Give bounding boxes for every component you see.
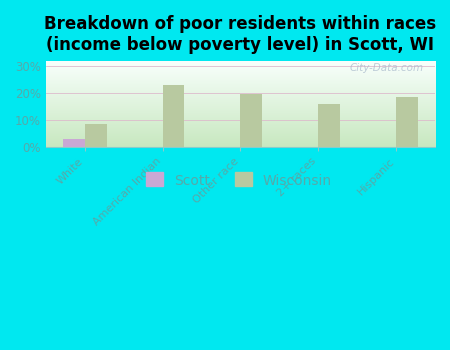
- Bar: [63, 139, 85, 147]
- Bar: [318, 104, 340, 147]
- Bar: [396, 97, 418, 147]
- Title: Breakdown of poor residents within races
(income below poverty level) in Scott, : Breakdown of poor residents within races…: [45, 15, 436, 54]
- Text: City-Data.com: City-Data.com: [349, 63, 423, 74]
- Bar: [240, 94, 262, 147]
- Bar: [85, 124, 107, 147]
- Bar: [162, 85, 184, 147]
- Legend: Scott, Wisconsin: Scott, Wisconsin: [144, 168, 338, 193]
